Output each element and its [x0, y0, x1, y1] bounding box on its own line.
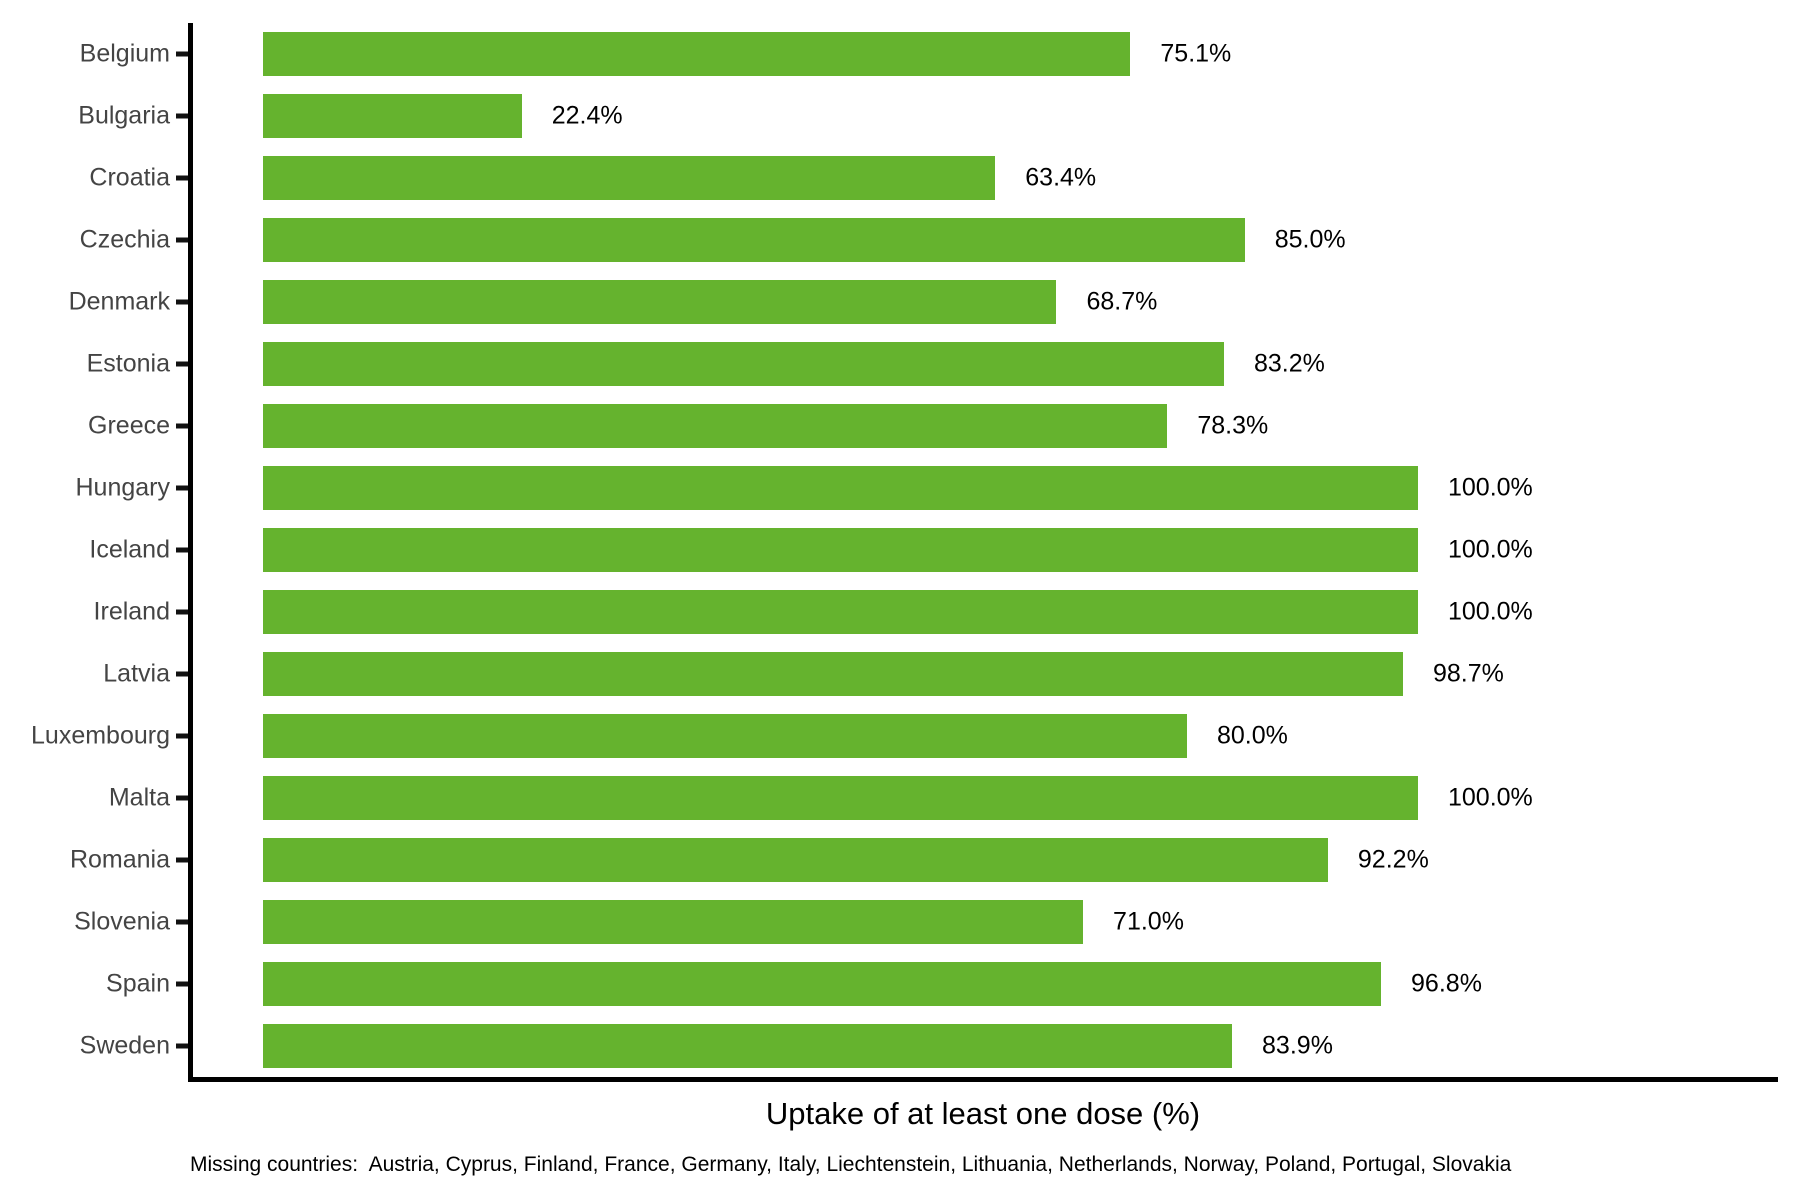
bar-row: Croatia 63.4%: [0, 147, 1800, 209]
y-axis-tick: [176, 361, 188, 367]
y-axis-tick: [176, 113, 188, 119]
y-axis-tick: [176, 237, 188, 243]
bar-row: Sweden 83.9%: [0, 1015, 1800, 1077]
bar-row: Ireland 100.0%: [0, 581, 1800, 643]
bar: [263, 652, 1403, 696]
y-axis-label: Croatia: [89, 163, 170, 192]
value-label: 98.7%: [1432, 659, 1504, 688]
bar: [263, 714, 1187, 758]
y-axis-label: Malta: [108, 783, 170, 812]
y-axis-label: Czechia: [79, 225, 170, 254]
value-label: 100.0%: [1448, 535, 1533, 564]
y-axis-label: Denmark: [68, 287, 170, 316]
y-axis-tick: [176, 981, 188, 987]
bar: [263, 776, 1418, 820]
y-axis-tick: [176, 51, 188, 57]
y-axis-tick: [176, 609, 188, 615]
bar: [263, 590, 1418, 634]
bar: [263, 94, 522, 138]
bar-row: Greece 78.3%: [0, 395, 1800, 457]
y-axis-label: Spain: [106, 969, 170, 998]
missing-countries-note: Missing countries: Austria, Cyprus, Finl…: [190, 1153, 1512, 1176]
y-axis-label: Slovenia: [74, 907, 170, 936]
value-label: 100.0%: [1448, 473, 1533, 502]
bar-row: Slovenia 71.0%: [0, 891, 1800, 953]
bar-row: Malta 100.0%: [0, 767, 1800, 829]
bar: [263, 838, 1328, 882]
value-label: 63.4%: [1025, 163, 1097, 192]
y-axis-label: Luxembourg: [31, 721, 170, 750]
y-axis-tick: [176, 547, 188, 553]
y-axis-line: [188, 23, 193, 1082]
bar-row: Spain 96.8%: [0, 953, 1800, 1015]
value-label: 85.0%: [1274, 225, 1346, 254]
plot-area: Belgium 75.1% Bulgaria 22.4% Croatia 63.4% Cze…: [0, 23, 1800, 1077]
y-axis-label: Belgium: [79, 39, 170, 68]
bar: [263, 218, 1245, 262]
bar: [263, 32, 1131, 76]
y-axis-label: Romania: [69, 845, 170, 874]
y-axis-tick: [176, 733, 188, 739]
bar-row: Czechia 85.0%: [0, 209, 1800, 271]
y-axis-label: Hungary: [75, 473, 171, 502]
y-axis-tick: [176, 175, 188, 181]
bar: [263, 466, 1418, 510]
bar-row: Denmark 68.7%: [0, 271, 1800, 333]
y-axis-label: Iceland: [89, 535, 170, 564]
y-axis-tick: [176, 1043, 188, 1049]
y-axis-tick: [176, 795, 188, 801]
y-axis-label: Greece: [88, 411, 170, 440]
bar-row: Iceland 100.0%: [0, 519, 1800, 581]
bar: [263, 280, 1057, 324]
value-label: 80.0%: [1217, 721, 1288, 750]
y-axis-tick: [176, 485, 188, 491]
value-label: 78.3%: [1197, 411, 1269, 440]
bar: [263, 342, 1224, 386]
y-axis-label: Estonia: [86, 349, 170, 378]
y-axis-label: Ireland: [93, 597, 170, 626]
value-label: 92.2%: [1357, 845, 1429, 874]
bar-row: Romania 92.2%: [0, 829, 1800, 891]
bar: [263, 156, 996, 200]
bar-row: Latvia 98.7%: [0, 643, 1800, 705]
bar: [263, 1024, 1233, 1068]
bar-row: Hungary 100.0%: [0, 457, 1800, 519]
y-axis-label: Bulgaria: [78, 101, 170, 130]
y-axis-tick: [176, 671, 188, 677]
value-label: 22.4%: [551, 101, 623, 130]
bar-row: Luxembourg 80.0%: [0, 705, 1800, 767]
bar-row: Bulgaria 22.4%: [0, 85, 1800, 147]
bar: [263, 528, 1418, 572]
bar: [263, 962, 1382, 1006]
bar: [263, 900, 1084, 944]
value-label: 83.2%: [1253, 349, 1325, 378]
value-label: 71.0%: [1113, 907, 1184, 936]
bar-row: Belgium 75.1%: [0, 23, 1800, 85]
x-axis-title: Uptake of at least one dose (%): [765, 1096, 1201, 1131]
value-label: 83.9%: [1262, 1031, 1333, 1060]
bar-row: Estonia 83.2%: [0, 333, 1800, 395]
value-label: 96.8%: [1411, 969, 1482, 998]
y-axis-tick: [176, 857, 188, 863]
x-axis-line: [188, 1077, 1778, 1082]
value-label: 100.0%: [1448, 597, 1533, 626]
value-label: 68.7%: [1086, 287, 1158, 316]
value-label: 100.0%: [1448, 783, 1533, 812]
y-axis-tick: [176, 919, 188, 925]
y-axis-tick: [176, 423, 188, 429]
y-axis-label: Sweden: [79, 1031, 170, 1060]
y-axis-tick: [176, 299, 188, 305]
value-label: 75.1%: [1160, 39, 1232, 68]
bar: [263, 404, 1168, 448]
y-axis-label: Latvia: [103, 659, 170, 688]
